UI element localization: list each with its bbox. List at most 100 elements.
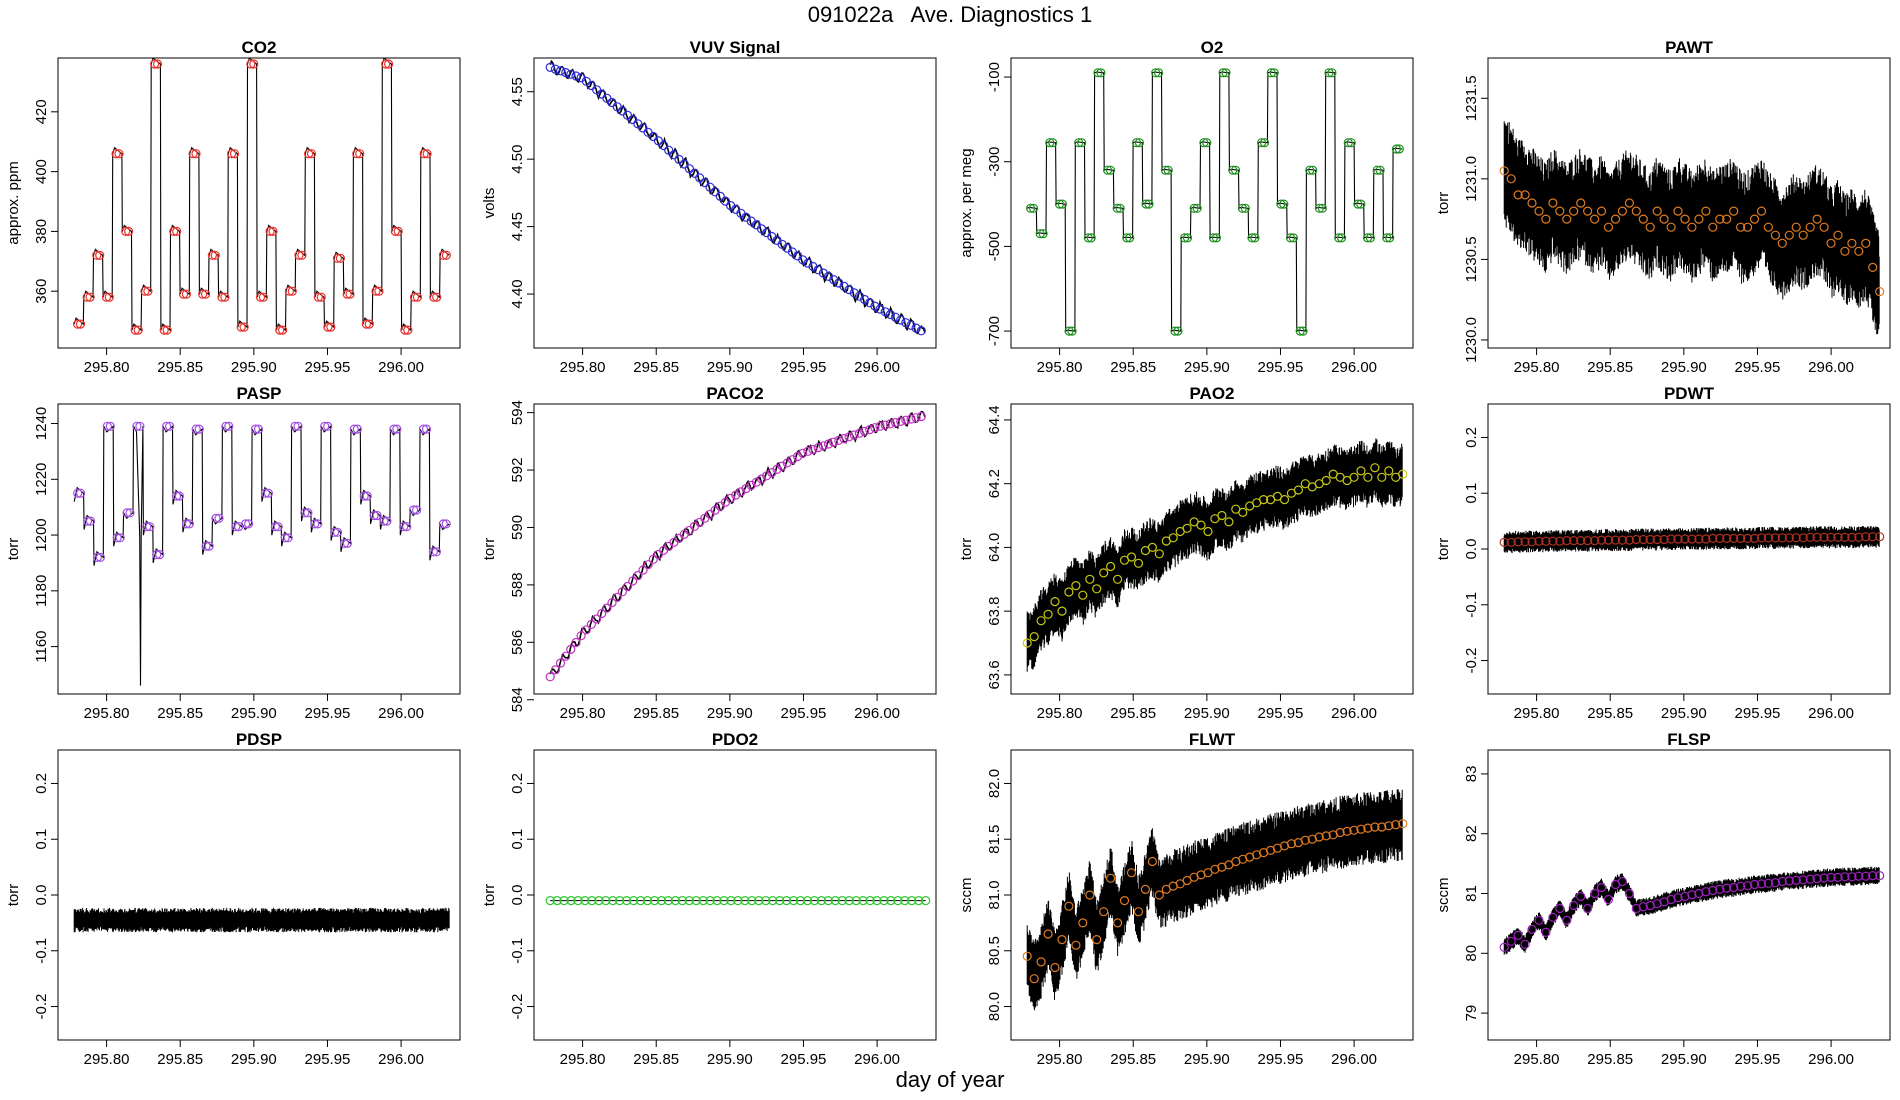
data-point [371, 286, 381, 296]
data-point [352, 424, 362, 434]
data-point [1534, 915, 1544, 926]
data-point [1134, 138, 1145, 148]
data-point [1276, 199, 1286, 209]
x-tick-label: 295.95 [1258, 705, 1304, 722]
data-point [1617, 876, 1628, 887]
data-point [1356, 824, 1366, 834]
data-point [653, 136, 664, 146]
data-point [1266, 68, 1276, 78]
data-point [162, 421, 172, 431]
data-point [152, 59, 163, 69]
y-axis-label: torr [1435, 538, 1452, 561]
data-point [1083, 233, 1093, 243]
x-tick-label: 296.00 [1808, 359, 1854, 376]
y-tick-label: 81.5 [986, 825, 1003, 854]
y-axis-label: sccm [958, 878, 975, 913]
x-tick-label: 295.85 [633, 359, 679, 376]
y-axis-label: torr [958, 538, 975, 561]
y-tick-label: 63.8 [986, 597, 1003, 626]
data-point [1202, 138, 1212, 148]
data-point [1562, 915, 1572, 926]
data-point [818, 441, 829, 451]
data-point [597, 608, 607, 619]
data-point [1125, 233, 1135, 243]
data-point [1182, 523, 1192, 533]
data-point [1791, 533, 1801, 543]
data-point [1742, 881, 1753, 891]
data-point [545, 895, 555, 906]
data-point [1238, 507, 1248, 518]
data-point [359, 491, 369, 501]
data-point [890, 418, 901, 428]
data-point [1589, 535, 1600, 546]
data-point [201, 541, 211, 551]
data-point [1805, 532, 1815, 542]
data-point [1763, 533, 1774, 543]
data-point [907, 895, 917, 906]
data-point [1085, 574, 1095, 584]
data-point [178, 289, 189, 299]
data-point [649, 895, 660, 906]
x-tick-label: 295.85 [633, 1051, 679, 1068]
data-point [731, 490, 741, 500]
shared-x-axis-label: day of year [895, 1067, 1005, 1092]
plot-area [1499, 121, 1885, 335]
y-tick-label: 64.4 [986, 405, 1003, 434]
y-tick-label: -0.2 [1463, 648, 1480, 674]
data-point [679, 159, 689, 169]
panel-title: VUV Signal [690, 38, 781, 57]
data-point [403, 325, 413, 335]
data-point [171, 491, 182, 501]
data-point [1722, 883, 1732, 893]
data-point [1812, 532, 1822, 542]
data-point [1377, 822, 1387, 832]
data-point [628, 895, 639, 906]
data-point [412, 505, 422, 515]
data-point [550, 64, 561, 74]
data-point [249, 59, 259, 69]
y-axis-label: torr [1435, 192, 1452, 215]
data-point [1064, 587, 1074, 597]
data-point [231, 522, 241, 532]
data-point [643, 560, 653, 570]
data-point [1384, 821, 1394, 831]
data-point [879, 895, 889, 906]
data-point [382, 516, 392, 526]
data-point [412, 292, 422, 302]
data-point [1382, 233, 1392, 243]
data-point [1385, 233, 1395, 243]
data-point [1840, 872, 1850, 882]
data-point [870, 423, 880, 433]
data-point [294, 250, 304, 260]
data-point [1086, 233, 1096, 243]
data-point [1729, 882, 1739, 893]
data-point [1582, 206, 1593, 216]
data-point [1043, 929, 1053, 939]
x-tick-label: 295.80 [560, 1051, 606, 1068]
data-point [1610, 535, 1621, 545]
y-tick-label: 81 [1463, 885, 1480, 902]
panel-title: PAWT [1665, 38, 1713, 57]
data-point [419, 149, 429, 159]
data-point [1854, 246, 1864, 256]
data-point [1317, 203, 1327, 213]
data-point [1868, 532, 1878, 542]
plot-area [72, 58, 451, 335]
x-tick-label: 296.00 [1331, 705, 1377, 722]
data-point [1666, 534, 1676, 544]
data-point [1092, 584, 1102, 594]
data-point [1363, 472, 1373, 482]
x-tick-label: 296.00 [854, 359, 900, 376]
data-point [1076, 138, 1087, 148]
y-tick-label: -0.2 [509, 994, 526, 1020]
data-point [101, 292, 112, 302]
data-point [1868, 870, 1878, 881]
panel-title: CO2 [242, 38, 277, 57]
data-point [85, 516, 96, 526]
data-point [432, 292, 442, 302]
data-point [115, 533, 125, 543]
data-point [355, 149, 365, 159]
data-point [803, 446, 813, 456]
data-point [601, 895, 611, 906]
